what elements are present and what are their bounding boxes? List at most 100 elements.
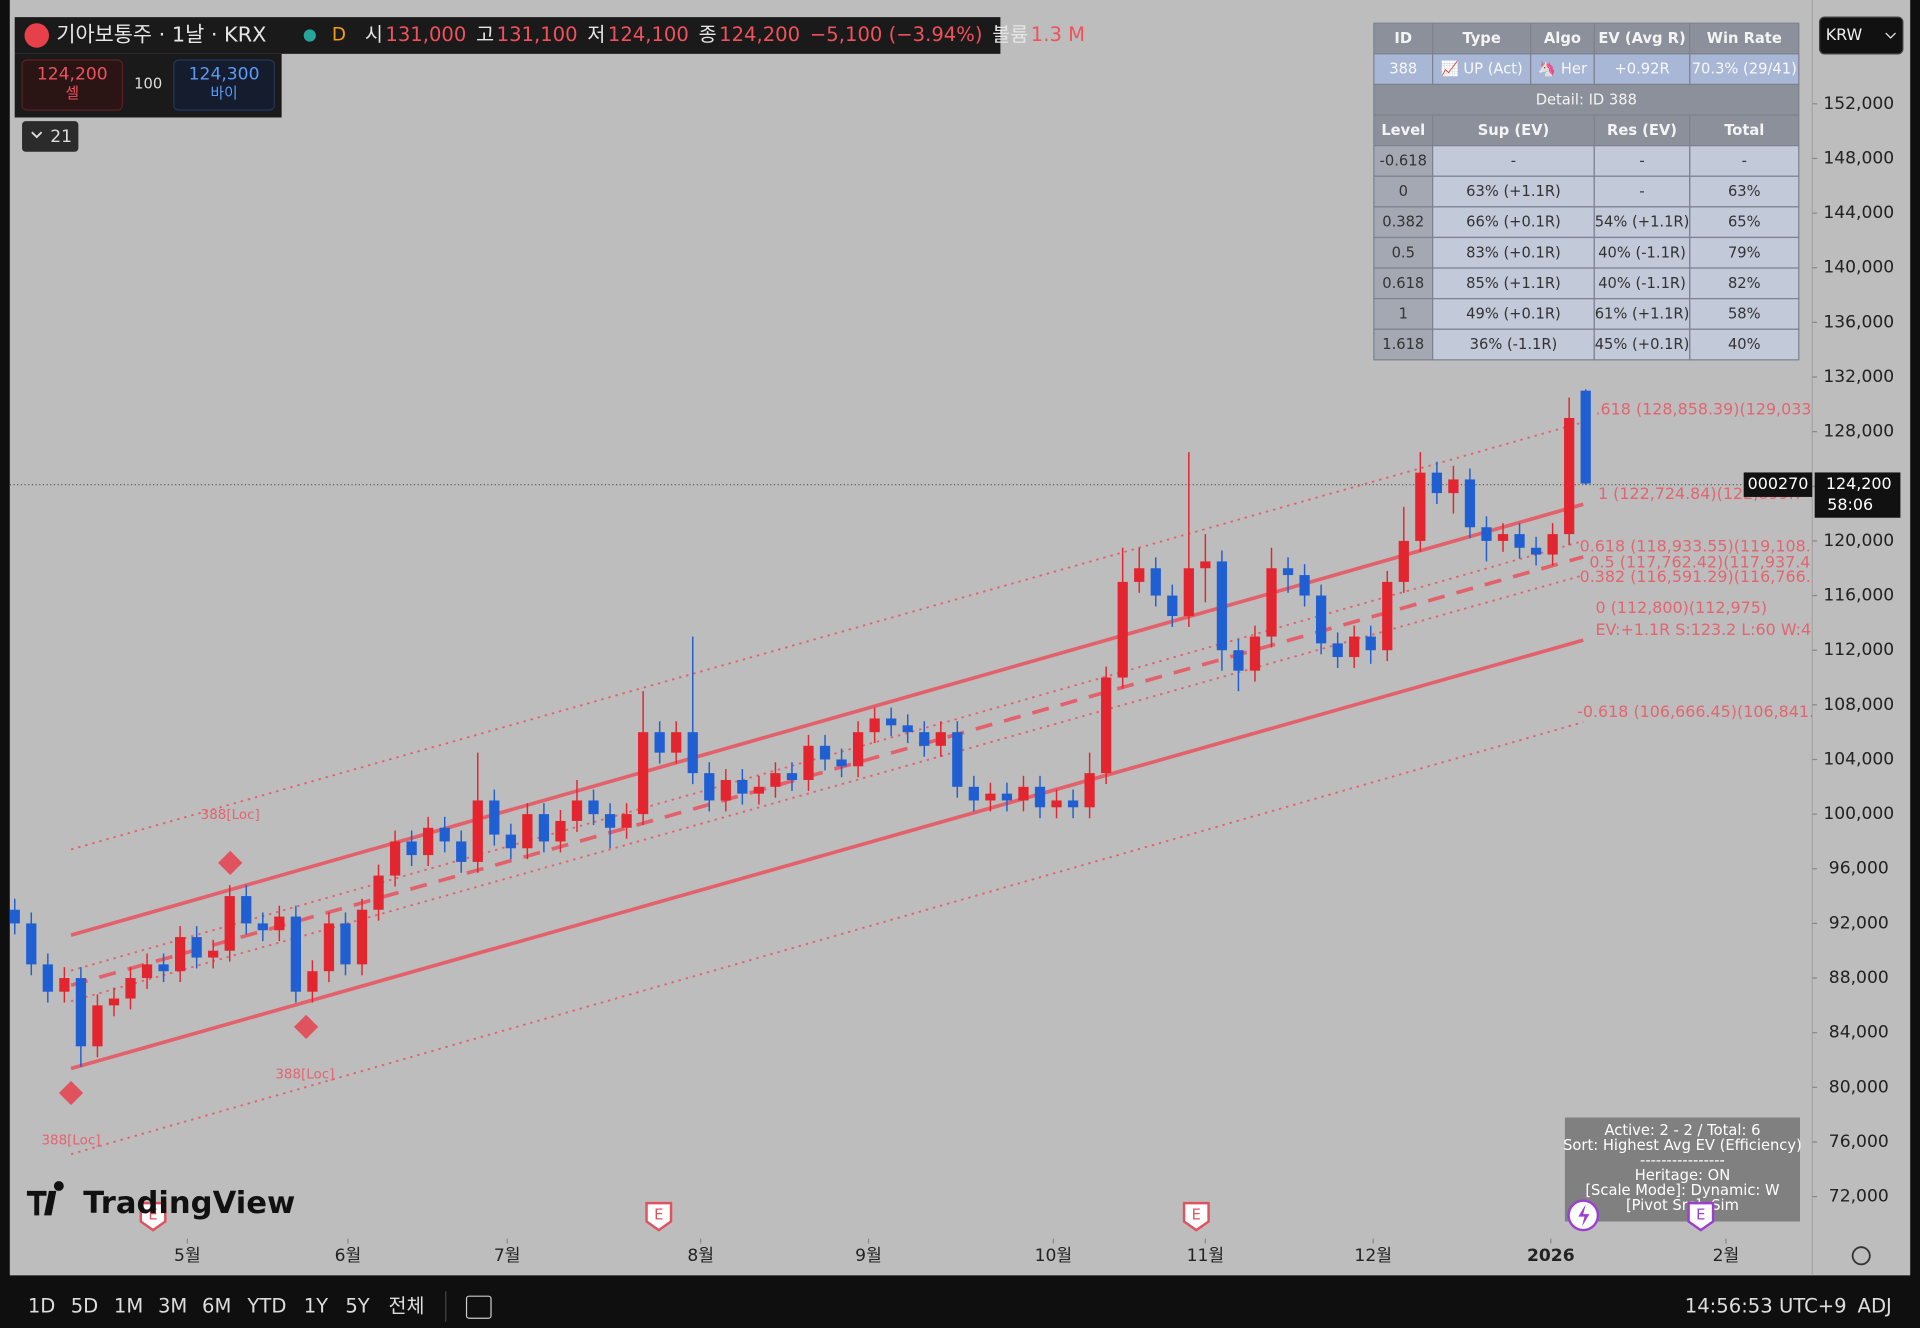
y-tick-label: 144,000 xyxy=(1823,203,1894,223)
sell-price: 124,200 xyxy=(37,65,108,85)
range-button[interactable]: YTD xyxy=(246,1295,286,1318)
fib-line xyxy=(70,421,1584,851)
cell-text: 49% (+0.1R) xyxy=(1466,306,1561,323)
candle-body xyxy=(819,745,831,760)
range-button[interactable]: 3M xyxy=(158,1295,187,1318)
pivot-label: 388[Loc] xyxy=(41,1134,100,1149)
candle-body xyxy=(1216,561,1228,651)
range-button[interactable]: 5D xyxy=(71,1295,99,1318)
candle-body xyxy=(1266,568,1277,637)
y-tick-label: 92,000 xyxy=(1829,913,1889,933)
fib-label: -0.618 (106,666.45)(106,841. xyxy=(1577,702,1814,721)
candle-body xyxy=(1249,636,1261,671)
candle-body xyxy=(274,916,285,931)
candle-body xyxy=(439,827,450,842)
collapse-button[interactable] xyxy=(22,121,79,152)
range-button[interactable]: 1M xyxy=(114,1295,143,1318)
candle-body xyxy=(174,937,186,972)
candle-body xyxy=(638,732,649,815)
candle-body xyxy=(191,937,202,958)
range-button[interactable]: 6M xyxy=(202,1295,231,1318)
candle-body xyxy=(588,800,599,815)
candle-body xyxy=(290,916,301,992)
y-tick-label: 148,000 xyxy=(1823,148,1894,168)
cell-text: Detail: ID 388 xyxy=(1536,91,1637,108)
adjust[interactable]: ADJ xyxy=(1858,1295,1892,1318)
candle-body xyxy=(621,814,632,828)
candle-body xyxy=(1282,568,1294,576)
badge-text: E xyxy=(1192,1206,1201,1223)
cell-text: - xyxy=(1639,153,1644,170)
table-cell xyxy=(1689,145,1800,177)
table-cell xyxy=(1432,175,1595,208)
cell-text: Type xyxy=(1462,30,1500,47)
currency-select[interactable] xyxy=(1818,16,1904,55)
info-line: [Scale Mode]: Dynamic: W xyxy=(1585,1182,1780,1199)
candle-body xyxy=(1332,643,1343,658)
candle-body xyxy=(786,773,798,780)
candle-body xyxy=(1315,595,1327,644)
earnings-badge[interactable]: E xyxy=(1182,1201,1210,1232)
cell-text: Total xyxy=(1724,122,1764,139)
candle-body xyxy=(1530,547,1542,555)
table-cell xyxy=(1689,175,1800,208)
spread: 100 xyxy=(134,75,162,92)
events: E E E E xyxy=(139,1199,1715,1232)
candle-body xyxy=(985,793,996,801)
buy-button[interactable] xyxy=(173,59,275,111)
volume-label: 볼륨 xyxy=(992,23,1028,46)
y-tick-label: 136,000 xyxy=(1823,312,1894,332)
table-cell xyxy=(1373,145,1434,177)
symbol-logo xyxy=(24,23,49,48)
candle-body xyxy=(1365,636,1376,651)
plot: .618 (128,858.39)(129,033.3 1 (122,724.8… xyxy=(9,389,1827,1156)
fib-label: .618 (128,858.39)(129,033.3 xyxy=(1596,400,1827,419)
cell-text: 0 xyxy=(1399,183,1408,200)
sell-button[interactable] xyxy=(21,59,124,111)
fib-line xyxy=(70,502,1584,937)
candle-body xyxy=(968,786,979,801)
earnings-badge[interactable]: E xyxy=(139,1201,167,1232)
y-tick-label: 80,000 xyxy=(1829,1077,1889,1097)
candle-body xyxy=(1183,568,1194,617)
ohlc-value: 124,100 xyxy=(608,23,689,46)
earnings-badge[interactable]: E xyxy=(1687,1201,1715,1232)
info-line: Heritage: ON xyxy=(1635,1167,1731,1184)
cell-text: 1.618 xyxy=(1382,336,1424,353)
x-tick-label: 2월 xyxy=(1713,1246,1740,1266)
candle-body xyxy=(886,718,897,726)
symbol-name: 기아보통주 · 1날 · KRX xyxy=(56,22,266,46)
pivot-marker xyxy=(58,1080,84,1106)
sell-label: 셀 xyxy=(65,85,79,102)
candle-body xyxy=(1431,472,1442,494)
cell-text: Algo xyxy=(1544,30,1581,47)
channel xyxy=(70,421,1584,1156)
range-button[interactable]: 1Y xyxy=(304,1295,328,1318)
earnings-badge[interactable]: E xyxy=(645,1201,673,1232)
settings[interactable] xyxy=(1851,1246,1871,1266)
candle-body xyxy=(555,820,566,842)
y-tick-label: 76,000 xyxy=(1829,1132,1889,1152)
price-tag-text: 124,200 xyxy=(1826,474,1892,493)
candle-body xyxy=(307,971,318,992)
candle-body xyxy=(1514,534,1525,548)
x-tick-label: 11월 xyxy=(1187,1246,1225,1266)
compare-icon[interactable] xyxy=(465,1295,492,1319)
candle-body xyxy=(257,923,268,931)
range-button[interactable]: 5Y xyxy=(345,1295,369,1318)
range-button[interactable]: 1D xyxy=(28,1295,56,1318)
fib-line xyxy=(70,721,1584,1156)
buy-label: 바이 xyxy=(211,85,238,102)
fib-labels: .618 (128,858.39)(129,033.3 1 (122,724.8… xyxy=(1577,400,1827,721)
y-tick-label: 152,000 xyxy=(1823,94,1894,114)
y-tick-label: 132,000 xyxy=(1823,367,1894,387)
candle-body xyxy=(1547,534,1558,555)
range-button[interactable]: 전체 xyxy=(389,1295,425,1318)
x-tick-label: 10월 xyxy=(1035,1246,1073,1266)
ohlc-value: 131,000 xyxy=(385,23,466,46)
candle-body xyxy=(687,732,698,774)
candle-body xyxy=(1167,595,1178,617)
table-cell xyxy=(1373,114,1434,147)
fib-label: 0.618 (118,933.55)(119,108.9 xyxy=(1580,537,1821,556)
clock[interactable]: 14:56:53 UTC+9 xyxy=(1685,1295,1847,1318)
